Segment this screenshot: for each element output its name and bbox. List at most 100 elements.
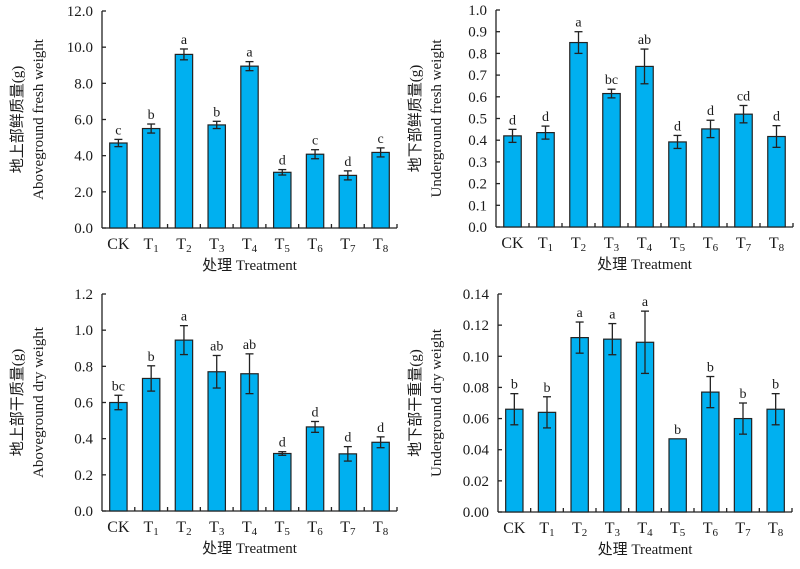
y-tick-label: 6.0 (74, 113, 93, 129)
bar-t1 (536, 132, 555, 228)
bar-t3 (603, 338, 622, 513)
y-axis-title-en: Underground fresh weight (429, 39, 445, 198)
category-base: T (275, 236, 285, 253)
category-subscript: 8 (779, 242, 785, 254)
category-subscript: 8 (383, 526, 389, 538)
x-category-label: T5 (275, 236, 291, 255)
x-category-label: T1 (538, 235, 553, 254)
bar-t5 (272, 171, 292, 229)
significance-label: cd (737, 89, 750, 104)
category-subscript: 5 (284, 526, 290, 538)
bar-t3 (207, 371, 227, 512)
category-base: T (571, 235, 581, 252)
category-base: T (703, 235, 713, 252)
category-subscript: 2 (186, 526, 192, 538)
y-tick-label: 0.0 (74, 504, 93, 520)
x-category-label: T8 (768, 520, 784, 539)
bar-t6 (701, 391, 720, 513)
y-tick-label: 0.2 (468, 177, 487, 193)
bar-t2 (570, 337, 589, 513)
y-tick-label: 0.2 (74, 468, 93, 484)
category-base: T (735, 520, 745, 537)
x-category-label: T3 (605, 520, 621, 539)
category-subscript: 4 (252, 526, 258, 538)
significance-label: ab (210, 339, 223, 354)
x-category-label: T6 (307, 519, 323, 538)
category-base: T (209, 236, 219, 253)
category-subscript: 7 (350, 526, 356, 538)
category-base: T (768, 520, 778, 537)
x-category-label: T3 (604, 235, 620, 254)
significance-label: a (181, 33, 188, 48)
category-base: T (373, 519, 383, 536)
category-subscript: 6 (317, 243, 323, 255)
category-base: T (670, 520, 680, 537)
category-base: T (373, 236, 383, 253)
y-tick-label: 0.6 (74, 396, 93, 412)
y-tick-label: 2.0 (74, 185, 93, 201)
significance-label: ab (243, 338, 256, 353)
x-category-label: T8 (769, 235, 785, 254)
significance-label: d (344, 155, 351, 170)
bar-t3 (602, 92, 621, 228)
significance-label: d (773, 110, 780, 125)
bar-t6 (701, 128, 720, 228)
category-base: CK (501, 235, 524, 252)
bar-t5 (668, 438, 687, 513)
chart-panel-underground-dry: 0.000.020.040.060.080.100.120.14bCKbT1aT… (407, 287, 793, 558)
category-subscript: 6 (317, 526, 323, 538)
significance-label: c (312, 134, 318, 149)
x-category-label: T1 (539, 520, 554, 539)
x-category-label: T6 (703, 235, 719, 254)
category-base: CK (107, 519, 130, 536)
significance-label: ab (638, 33, 651, 48)
y-tick-label: 10.0 (67, 40, 93, 56)
bar-t6 (305, 153, 325, 229)
x-category-label: T4 (637, 520, 653, 539)
category-base: T (539, 520, 549, 537)
x-category-label: T8 (373, 519, 389, 538)
bar-t3 (207, 124, 227, 229)
category-subscript: 3 (614, 527, 620, 539)
y-tick-label: 0.4 (74, 432, 93, 448)
category-base: T (144, 236, 154, 253)
significance-label: b (148, 350, 155, 365)
y-tick-label: 0.08 (463, 380, 489, 396)
category-base: T (144, 519, 154, 536)
bar-ck (109, 142, 128, 229)
significance-label: bc (605, 73, 618, 88)
category-base: T (670, 235, 680, 252)
y-tick-label: 0.02 (463, 474, 489, 490)
y-tick-label: 0.3 (468, 155, 487, 171)
bar-t7 (734, 113, 753, 228)
x-category-label: T6 (703, 520, 719, 539)
category-base: T (275, 519, 285, 536)
x-category-label: T7 (735, 520, 751, 539)
bar-t8 (371, 151, 390, 229)
bar-t5 (272, 452, 292, 512)
category-base: T (572, 520, 582, 537)
significance-label: b (511, 378, 518, 393)
bar-t2 (174, 339, 194, 512)
y-tick-label: 0.9 (468, 25, 487, 41)
y-tick-label: 0.0 (468, 220, 487, 236)
significance-label: b (544, 381, 551, 396)
significance-label: d (707, 104, 714, 119)
category-base: T (605, 520, 615, 537)
x-category-label: T4 (242, 519, 258, 538)
category-base: T (736, 235, 746, 252)
bar-t7 (338, 453, 358, 512)
x-category-label: T2 (572, 520, 587, 539)
category-subscript: 4 (647, 242, 653, 254)
y-axis-title-cn: 地下部干重量(g) (407, 349, 424, 457)
y-tick-label: 0.00 (463, 505, 489, 521)
bar-t7 (338, 174, 358, 229)
category-base: T (176, 519, 186, 536)
category-subscript: 6 (713, 242, 719, 254)
category-subscript: 1 (548, 242, 554, 254)
category-subscript: 8 (778, 527, 784, 539)
category-base: T (340, 236, 350, 253)
bar-t2 (569, 41, 588, 228)
chart-panel-aboveground-dry: 0.00.20.40.60.81.01.2bcCKbT1aT2abT3abT4d… (9, 287, 398, 557)
